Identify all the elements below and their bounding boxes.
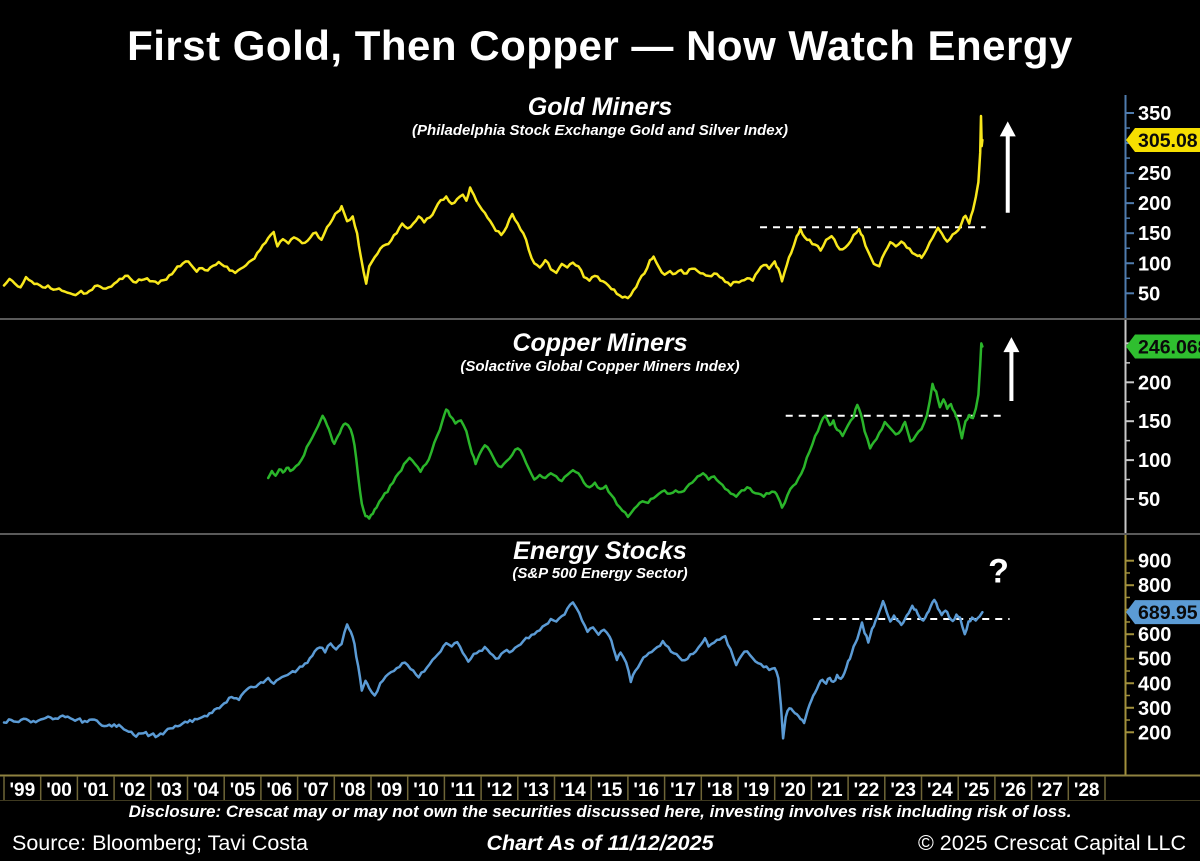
x-axis-year-label: '04 <box>193 780 219 801</box>
x-axis-year-label: '16 <box>633 780 659 801</box>
energy-panel-subtitle: (S&P 500 Energy Sector) <box>512 565 688 582</box>
energy-stocks-series-line <box>2 598 984 740</box>
svg-text:689.95: 689.95 <box>1138 602 1198 624</box>
copper-miners-ytick-label: 200 <box>1138 372 1171 394</box>
x-axis-year-label: '99 <box>10 780 36 801</box>
energy-stocks-ytick-label: 900 <box>1138 551 1171 573</box>
gold-miners-ytick-label: 50 <box>1138 283 1160 305</box>
x-axis-year-label: '10 <box>413 780 439 801</box>
energy-stocks-ytick-label: 600 <box>1138 624 1171 646</box>
x-axis-year-label: '20 <box>780 780 806 801</box>
x-axis-year-label: '23 <box>890 780 916 801</box>
x-axis-year-label: '27 <box>1037 780 1063 801</box>
copper-miners-price-label: 246.0685 <box>1126 334 1200 359</box>
copper-miners-series-line <box>266 342 984 520</box>
as-of-text: Chart As of 11/12/2025 <box>486 831 714 855</box>
x-axis-year-label: '13 <box>523 780 549 801</box>
copper-miners-ytick-label: 50 <box>1138 489 1160 511</box>
x-axis-year-label: '06 <box>266 780 292 801</box>
energy-stocks-ytick-label: 800 <box>1138 575 1171 597</box>
svg-text:305.08: 305.08 <box>1138 130 1198 152</box>
energy-stocks-ytick-label: 500 <box>1138 649 1171 671</box>
x-axis-year-label: '21 <box>817 780 843 801</box>
gold-miners-series-line <box>2 114 984 300</box>
copper-miners-ytick-label: 150 <box>1138 411 1171 433</box>
copper-miners-ytick-label: 100 <box>1138 450 1171 472</box>
x-axis-year-label: '08 <box>340 780 366 801</box>
energy-stocks-ytick-label: 400 <box>1138 673 1171 695</box>
energy-stocks-ytick-label: 200 <box>1138 722 1171 744</box>
gold-miners-ytick-label: 200 <box>1138 193 1171 215</box>
energy-panel-title: Energy Stocks <box>513 537 687 565</box>
x-axis-year-label: '00 <box>46 780 72 801</box>
x-axis-year-label: '19 <box>744 780 770 801</box>
copper-miners-up-arrow <box>1003 337 1020 401</box>
x-axis-year-label: '17 <box>670 780 696 801</box>
energy-stocks-ytick-label: 300 <box>1138 698 1171 720</box>
gold-miners-ytick-label: 150 <box>1138 223 1171 245</box>
disclosure-text: Disclosure: Crescat may or may not own t… <box>128 802 1072 821</box>
x-axis-year-label: '11 <box>450 780 475 801</box>
source-text: Source: Bloomberg; Tavi Costa <box>12 831 308 855</box>
x-axis-year-label: '07 <box>303 780 329 801</box>
copper-panel-title: Copper Miners <box>512 329 688 357</box>
energy-stocks-price-label: 689.95 <box>1126 600 1200 625</box>
copper-miners-y-axis: 200 150 100 50 <box>1124 320 1171 533</box>
gold-miners-ytick-label: 100 <box>1138 253 1171 275</box>
x-axis-year-label: '26 <box>1000 780 1026 801</box>
copper-panel-subtitle: (Solactive Global Copper Miners Index) <box>460 358 740 375</box>
energy-stocks-panel <box>2 598 1010 740</box>
x-axis-year-label: '12 <box>487 780 513 801</box>
gold-miners-panel <box>2 114 986 300</box>
x-axis-year-band: '99 '00 '01 '02 '03 '04 '05 '06 '07 '08 '09 '10 '11 '… <box>0 774 1200 801</box>
x-axis-year-label: '03 <box>156 780 182 801</box>
x-axis-year-label: '18 <box>707 780 733 801</box>
gold-miners-ytick-label: 250 <box>1138 163 1171 185</box>
x-axis-year-label: '28 <box>1074 780 1100 801</box>
gold-miners-up-arrow <box>999 121 1016 213</box>
gold-miners-y-axis: 350 250 200 150 100 50 <box>1124 95 1171 318</box>
gold-miners-price-label: 305.08 <box>1126 127 1200 152</box>
gold-miners-ytick-label: 350 <box>1138 103 1171 125</box>
x-axis-year-label: '22 <box>854 780 880 801</box>
x-axis-year-label: '05 <box>230 780 256 801</box>
x-axis-year-label: '14 <box>560 780 586 801</box>
gold-panel-title: Gold Miners <box>527 93 673 121</box>
x-axis-year-label: '15 <box>597 780 623 801</box>
x-axis-year-label: '02 <box>120 780 146 801</box>
x-axis-year-label: '01 <box>83 780 109 801</box>
copyright-text: © 2025 Crescat Capital LLC <box>917 831 1186 855</box>
page-title: First Gold, Then Copper — Now Watch Ener… <box>127 22 1073 69</box>
svg-text:246.0685: 246.0685 <box>1138 336 1200 358</box>
energy-stocks-question-mark: ? <box>988 553 1009 591</box>
x-axis-year-label: '09 <box>377 780 403 801</box>
copper-miners-panel <box>266 342 1006 520</box>
x-axis-year-label: '25 <box>964 780 990 801</box>
gold-panel-subtitle: (Philadelphia Stock Exchange Gold and Si… <box>412 122 788 139</box>
x-axis-year-label: '24 <box>927 780 953 801</box>
